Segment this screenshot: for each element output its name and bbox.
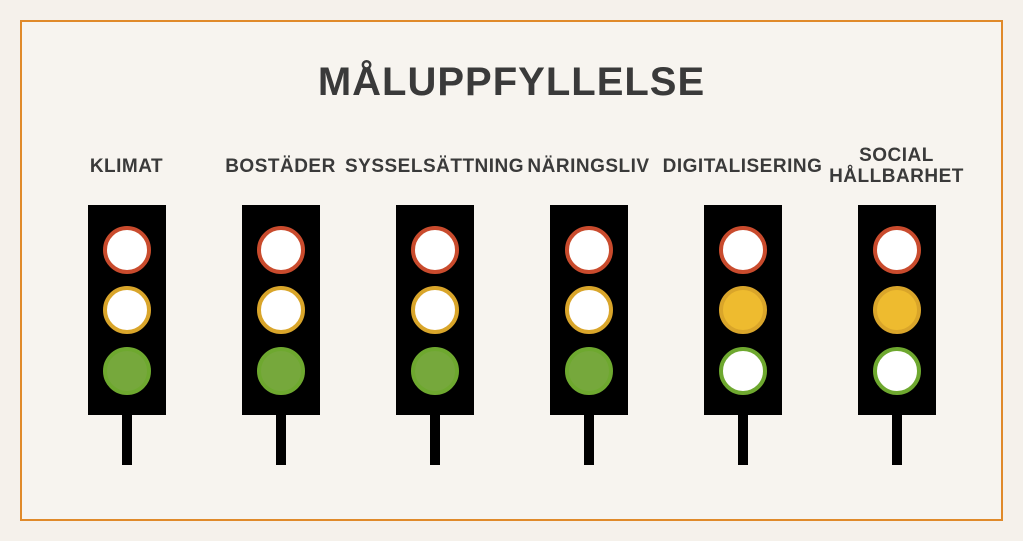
traffic-light-column: BOSTÄDER bbox=[206, 143, 356, 465]
green-lamp bbox=[411, 347, 459, 395]
traffic-light-housing bbox=[88, 205, 166, 415]
traffic-light-column: KLIMAT bbox=[52, 143, 202, 465]
traffic-light-pole bbox=[122, 415, 132, 465]
red-lamp bbox=[719, 226, 767, 274]
red-lamp bbox=[411, 226, 459, 274]
traffic-light-icon bbox=[88, 205, 166, 465]
red-lamp bbox=[103, 226, 151, 274]
category-label: KLIMAT bbox=[90, 143, 163, 191]
traffic-light-housing bbox=[704, 205, 782, 415]
category-label: SYSSELSÄTTNING bbox=[345, 143, 524, 191]
red-lamp bbox=[873, 226, 921, 274]
traffic-light-pole bbox=[584, 415, 594, 465]
green-lamp bbox=[719, 347, 767, 395]
category-label: DIGITALISERING bbox=[663, 143, 823, 191]
red-lamp bbox=[565, 226, 613, 274]
traffic-light-column: SOCIAL HÅLLBARHET bbox=[822, 143, 972, 465]
traffic-light-housing bbox=[550, 205, 628, 415]
category-label: BOSTÄDER bbox=[225, 143, 336, 191]
traffic-light-pole bbox=[892, 415, 902, 465]
yellow-lamp bbox=[719, 286, 767, 334]
category-label: SOCIAL HÅLLBARHET bbox=[829, 143, 964, 191]
category-label: NÄRINGSLIV bbox=[527, 143, 649, 191]
page-title: MÅLUPPFYLLELSE bbox=[318, 60, 705, 105]
green-lamp bbox=[257, 347, 305, 395]
traffic-light-icon bbox=[550, 205, 628, 465]
traffic-light-icon bbox=[242, 205, 320, 465]
traffic-light-column: SYSSELSÄTTNING bbox=[360, 143, 510, 465]
traffic-light-column: NÄRINGSLIV bbox=[514, 143, 664, 465]
traffic-light-housing bbox=[242, 205, 320, 415]
traffic-light-pole bbox=[430, 415, 440, 465]
red-lamp bbox=[257, 226, 305, 274]
yellow-lamp bbox=[411, 286, 459, 334]
yellow-lamp bbox=[565, 286, 613, 334]
yellow-lamp bbox=[257, 286, 305, 334]
infographic-frame: MÅLUPPFYLLELSE KLIMATBOSTÄDERSYSSELSÄTTN… bbox=[20, 20, 1003, 521]
green-lamp bbox=[565, 347, 613, 395]
traffic-light-column: DIGITALISERING bbox=[668, 143, 818, 465]
traffic-light-icon bbox=[396, 205, 474, 465]
traffic-light-icon bbox=[704, 205, 782, 465]
yellow-lamp bbox=[873, 286, 921, 334]
traffic-light-icon bbox=[858, 205, 936, 465]
traffic-light-housing bbox=[858, 205, 936, 415]
traffic-light-housing bbox=[396, 205, 474, 415]
green-lamp bbox=[103, 347, 151, 395]
traffic-light-row: KLIMATBOSTÄDERSYSSELSÄTTNINGNÄRINGSLIVDI… bbox=[52, 143, 972, 465]
green-lamp bbox=[873, 347, 921, 395]
traffic-light-pole bbox=[276, 415, 286, 465]
traffic-light-pole bbox=[738, 415, 748, 465]
yellow-lamp bbox=[103, 286, 151, 334]
